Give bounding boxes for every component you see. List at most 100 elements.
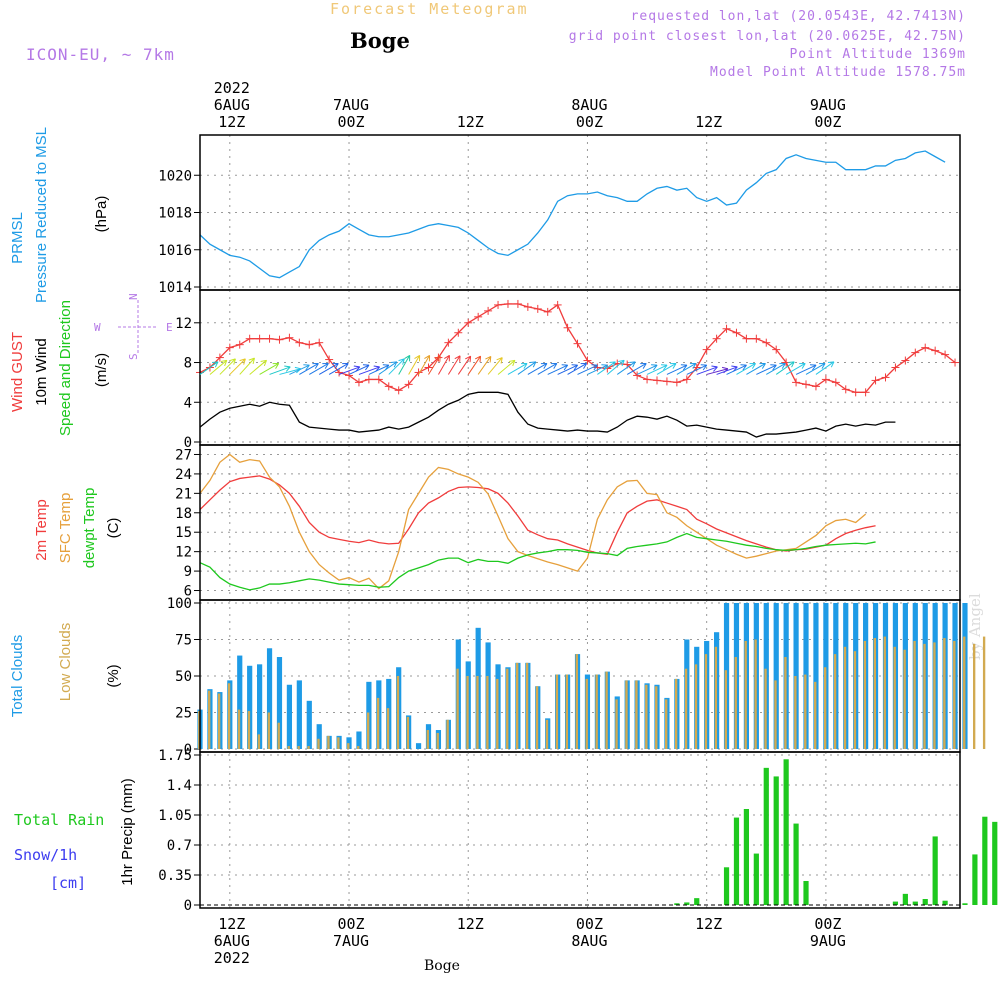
gust-marker [851,388,860,397]
gust-marker [345,371,354,380]
time-axis-label: 12Z [457,113,484,131]
wind-barb [447,355,461,375]
low-cloud-bar [217,693,221,749]
time-axis-label: 6AUG [214,932,250,950]
wind-barb [676,362,697,375]
wind-barb [656,362,677,375]
pressure-panel: 1014 1016 1018 1020 [158,134,961,296]
low-clouds-label: Low Clouds [57,623,74,701]
y-tick-label: 1.75 [158,748,192,764]
low-cloud-bar [694,664,698,749]
gust-marker [772,345,781,354]
pressure-line [199,150,946,279]
y-tick-label: 0 [184,898,192,914]
time-axis-label: 7AUG [333,932,369,950]
wind-barb [477,355,492,375]
low-cloud-bar [883,636,886,749]
low-cloud-bar [684,668,688,749]
low-cloud-bar [287,746,290,749]
wind-barb [378,361,398,375]
gust-marker [881,373,890,382]
rain-bar [783,759,789,905]
low-cloud-bar [257,734,261,749]
low-cloud-bar [337,737,340,749]
low-cloud-bar [446,719,449,749]
rain-bar [723,867,730,905]
rain-bar [753,853,759,905]
low-cloud-bar [953,640,956,749]
wind-barb [616,361,636,375]
gust-marker [325,355,334,364]
compass-north-label: N [127,293,140,300]
low-cloud-bar [366,712,370,749]
low-cloud-bar [506,668,509,749]
wind-barb [775,361,795,375]
wind-barb [597,361,616,375]
low-cloud-bar [386,708,390,749]
wind-barb [646,364,668,375]
low-cloud-bar [327,735,330,749]
y-tick-label: 21 [175,486,192,502]
low-cloud-bar [933,642,936,749]
total-cloud-bar [773,603,779,749]
wind-barb [497,359,516,375]
low-cloud-bar [734,657,737,749]
low-cloud-bar [426,730,429,749]
precip-unit-label: 1hr Precip (mm) [119,778,136,886]
time-axis-label: 7AUG [333,96,369,114]
wind-barb [318,362,339,375]
gust-marker [871,376,880,385]
low-cloud-bar [784,657,787,749]
rain-bar [942,900,948,905]
low-cloud-bar [913,640,916,749]
low-cloud-bar [555,674,559,749]
low-cloud-bar [863,640,867,749]
rain-bar [932,836,938,905]
rain-bar [972,854,978,905]
y-tick-label: 1020 [158,168,192,184]
sfc-temp-label: SFC Temp [57,493,74,564]
time-axis-label: 12Z [457,915,484,933]
time-axis-label: 00Z [337,915,364,933]
pressure-msl-label: Pressure Reduced to MSL [33,127,50,303]
point-altitude: Point Altitude 1369m [789,47,966,62]
gust-marker [394,386,403,395]
gust-marker [702,345,711,354]
wind-barb [577,364,598,375]
gust-marker [643,375,652,384]
total-rain-label: Total Rain [14,811,104,829]
y-tick-label: 18 [175,506,192,522]
low-cloud-bar [237,709,241,749]
time-axis-label: 8AUG [571,932,607,950]
gust-marker [424,363,433,372]
low-cloud-bar [724,670,727,749]
low-cloud-bar [516,662,519,749]
wind-barb [537,362,558,375]
low-cloud-bar [665,699,668,749]
gust-marker [732,328,741,337]
gust-marker [225,343,234,352]
precip-panel: 0 0.35 0.7 1.05 1.4 1.75 [158,748,998,914]
y-tick-label: 12 [175,316,192,332]
time-axis-label: 9AUG [810,932,846,950]
wind-speed-line [199,391,896,438]
compass-east-label: E [166,321,173,334]
gust-marker [921,343,930,352]
y-tick-label: 12 [175,545,192,561]
wind-barb [766,362,786,375]
y-tick-label: 100 [167,596,192,612]
wind-barb [467,355,482,375]
y-tick-label: 1014 [158,280,192,296]
low-cloud-bar [208,690,211,749]
rain-bar [922,899,928,905]
time-axis-label: 00Z [576,915,603,933]
time-axis-label: 00Z [814,915,841,933]
wind-barb [785,362,806,375]
gust-marker [802,380,811,389]
total-cloud-bar [415,743,422,749]
low-cloud-bar [247,711,251,749]
low-cloud-bar [615,699,618,749]
wind-barb [626,362,647,375]
gust-marker [414,368,423,377]
total-cloud-bar [247,665,253,749]
